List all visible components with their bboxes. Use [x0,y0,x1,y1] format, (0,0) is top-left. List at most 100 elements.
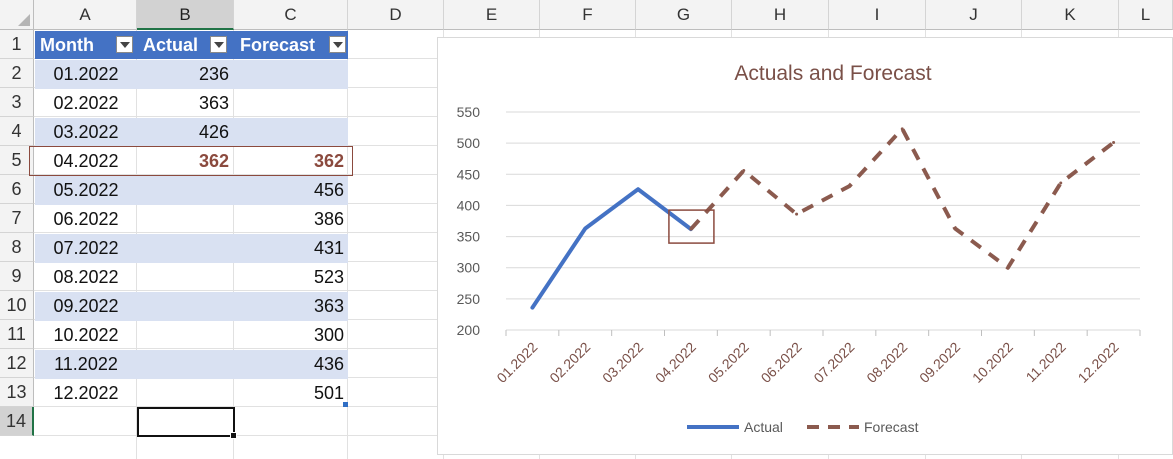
cell-forecast[interactable]: 300 [313,325,344,345]
highlight-row-box [29,146,353,176]
table-header-month: Month [40,35,94,55]
cell-month[interactable]: 10.2022 [53,325,119,345]
cell-actual[interactable] [138,176,234,205]
x-tick-label: 05.2022 [705,339,752,386]
cell-actual[interactable] [138,263,234,292]
row-header-13[interactable]: 13 [0,378,34,407]
data-point-forecast [1059,181,1063,185]
column-header-k[interactable]: K [1022,0,1119,30]
legend-label-actual: Actual [744,419,783,435]
cell-month[interactable]: 08.2022 [53,267,119,287]
data-point-forecast [689,227,693,231]
cell-month[interactable]: 06.2022 [53,209,119,229]
row-header-9[interactable]: 9 [0,262,34,291]
column-header-b[interactable]: B [137,0,234,30]
active-cell-selection[interactable] [137,407,237,439]
row-header-1[interactable]: 1 [0,30,34,59]
chart-title: Actuals and Forecast [734,62,931,85]
column-header-g[interactable]: G [636,0,732,30]
table-resize-handle[interactable] [343,402,348,407]
row-header-5[interactable]: 5 [0,146,34,175]
cell-month[interactable]: 01.2022 [53,64,119,84]
cell-month[interactable]: 02.2022 [53,93,119,113]
column-header-f[interactable]: F [540,0,636,30]
cell-month[interactable]: 04.2022 [53,151,119,171]
band-row [35,60,348,89]
cell-month[interactable]: 03.2022 [53,122,119,142]
series-line-actual [530,187,693,310]
data-point-forecast [1112,141,1116,145]
data-point-actual [530,306,534,310]
series-line-forecast [689,126,1115,270]
table-header-forecast: Forecast [240,35,316,55]
column-header-d[interactable]: D [348,0,444,30]
table-header-row [35,31,348,59]
cell-actual[interactable] [138,292,234,321]
band-row [35,176,348,205]
cell-actual[interactable]: 236 [198,64,229,84]
x-tick-label: 04.2022 [652,339,699,386]
row-header-12[interactable]: 12 [0,349,34,378]
cell-actual[interactable]: 426 [198,122,229,142]
cell-month[interactable]: 07.2022 [53,238,119,258]
filter-dropdown-button[interactable] [210,36,227,53]
column-header-j[interactable]: J [926,0,1022,30]
y-tick-label: 200 [457,322,481,338]
row-header-3[interactable]: 3 [0,88,34,117]
cell-actual[interactable] [138,379,234,408]
x-tick-label: 01.2022 [493,339,540,386]
cell-actual[interactable]: 363 [198,93,229,113]
cell-forecast[interactable]: 523 [313,267,344,287]
cell-forecast[interactable] [235,60,347,89]
select-all-button[interactable] [0,0,34,30]
column-header-l[interactable]: L [1119,0,1173,30]
cell-forecast[interactable]: 436 [313,354,344,374]
cell-actual[interactable] [138,321,234,350]
row-header-11[interactable]: 11 [0,320,34,349]
y-tick-label: 500 [457,135,481,151]
cell-actual[interactable] [138,350,234,379]
cell-forecast[interactable]: 363 [313,296,344,316]
cell-month[interactable]: 11.2022 [54,354,118,374]
cell-forecast[interactable]: 431 [313,238,344,258]
column-header-a[interactable]: A [34,0,137,30]
data-point-actual [583,226,587,230]
filter-dropdown-button[interactable] [116,36,133,53]
cell-month[interactable]: 05.2022 [53,180,119,200]
cell-forecast[interactable] [235,89,347,118]
band-row [35,350,348,379]
column-header-c[interactable]: C [234,0,348,30]
row-header-2[interactable]: 2 [0,59,34,88]
row-header-4[interactable]: 4 [0,117,34,146]
x-tick-label: 07.2022 [810,339,857,386]
data-point-actual [636,187,640,191]
cell-month[interactable]: 12.2022 [53,383,119,403]
row-header-7[interactable]: 7 [0,204,34,233]
chart-canvas: Actuals and Forecast 200 250 300 350 400 450 50… [457,62,1141,435]
cell-actual[interactable] [138,205,234,234]
cell-forecast[interactable]: 362 [313,151,344,171]
column-header-i[interactable]: I [829,0,926,30]
row-header-10[interactable]: 10 [0,291,34,320]
cell-forecast[interactable]: 456 [313,180,344,200]
column-header-h[interactable]: H [732,0,829,30]
cell-forecast[interactable]: 386 [313,209,344,229]
band-row [35,118,348,147]
cell-month[interactable]: 09.2022 [53,296,119,316]
row-header-14[interactable]: 14 [0,407,34,436]
line-chart[interactable]: Actuals and Forecast 200 250 300 350 400 450 50… [437,37,1173,455]
y-tick-label: 350 [457,229,481,245]
cell-actual[interactable] [138,234,234,263]
cell-actual[interactable]: 362 [198,151,229,171]
highlight-point-box [668,209,715,244]
y-tick-label: 550 [457,104,481,120]
x-tick-label: 10.2022 [969,339,1016,386]
row-header-6[interactable]: 6 [0,175,34,204]
row-header-8[interactable]: 8 [0,233,34,262]
cell-forecast[interactable] [235,118,347,147]
cell-forecast[interactable]: 501 [313,383,344,403]
filter-dropdown-button[interactable] [329,36,346,53]
data-point-forecast [847,184,851,188]
column-header-e[interactable]: E [444,0,540,30]
